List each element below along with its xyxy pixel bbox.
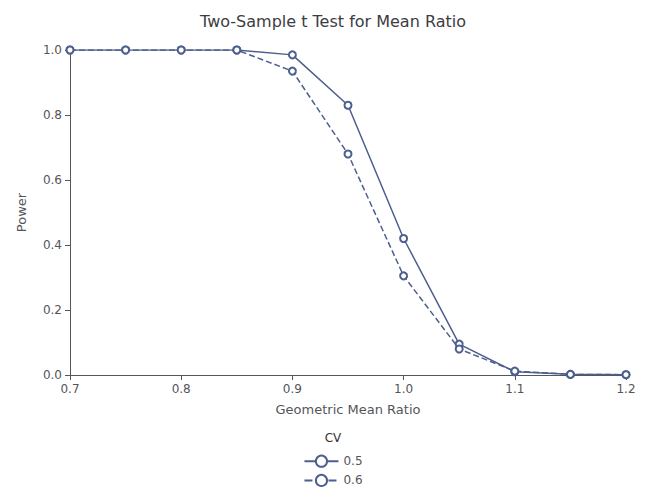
svg-text:0.4: 0.4 (43, 238, 62, 252)
svg-text:0.6: 0.6 (43, 173, 62, 187)
svg-text:0.6: 0.6 (343, 473, 362, 487)
svg-text:0.2: 0.2 (43, 303, 62, 317)
svg-text:0.7: 0.7 (60, 382, 79, 396)
svg-text:1.0: 1.0 (394, 382, 413, 396)
svg-text:CV: CV (325, 431, 342, 445)
svg-text:0.0: 0.0 (43, 368, 62, 382)
svg-text:1.2: 1.2 (616, 382, 635, 396)
svg-text:0.8: 0.8 (43, 108, 62, 122)
svg-text:Geometric Mean Ratio: Geometric Mean Ratio (276, 402, 421, 417)
svg-text:0.5: 0.5 (343, 454, 362, 468)
svg-text:Power: Power (14, 192, 29, 232)
svg-text:1.0: 1.0 (43, 43, 62, 57)
svg-text:Two-Sample t Test for Mean Rat: Two-Sample t Test for Mean Ratio (199, 12, 466, 31)
svg-text:0.8: 0.8 (172, 382, 191, 396)
svg-text:0.9: 0.9 (283, 382, 302, 396)
svg-text:1.1: 1.1 (505, 382, 524, 396)
